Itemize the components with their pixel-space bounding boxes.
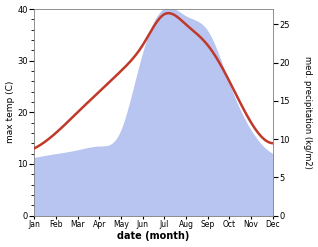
Y-axis label: max temp (C): max temp (C) bbox=[5, 81, 15, 144]
X-axis label: date (month): date (month) bbox=[117, 231, 190, 242]
Y-axis label: med. precipitation (kg/m2): med. precipitation (kg/m2) bbox=[303, 56, 313, 169]
